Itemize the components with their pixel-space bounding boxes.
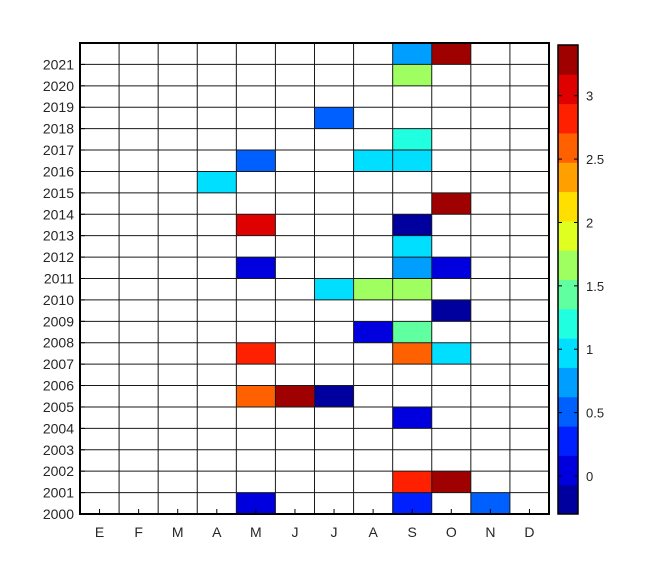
heatmap-cell — [236, 492, 276, 514]
colorbar-segment — [558, 103, 578, 134]
heatmap-cell — [392, 406, 432, 429]
heatmap-cells — [197, 43, 510, 514]
colorbar-segment — [558, 191, 578, 222]
heatmap-cell — [392, 257, 432, 279]
colorbar-tick-label: 2 — [586, 215, 593, 230]
heatmap-cell — [236, 257, 276, 279]
colorbar-segment — [558, 308, 578, 339]
x-tick-label: N — [485, 524, 495, 540]
y-tick-label: 2020 — [43, 78, 74, 94]
colorbar-tick-label: 1 — [586, 342, 593, 357]
heatmap-cell — [236, 150, 276, 172]
y-tick-label: 2000 — [43, 506, 74, 522]
y-tick-label: 2006 — [43, 378, 74, 394]
y-tick-label: 2001 — [43, 485, 74, 501]
colorbar-tick-label: 0.5 — [586, 406, 604, 421]
heatmap-cell — [431, 192, 471, 215]
y-tick-label: 2019 — [43, 99, 74, 115]
x-tick-label: M — [250, 524, 262, 540]
colorbar-tick-label: 2.5 — [586, 152, 604, 167]
heatmap-cell — [353, 278, 393, 300]
y-tick-label: 2012 — [43, 249, 74, 265]
y-tick-label: 2017 — [43, 142, 74, 158]
y-tick-label: 2003 — [43, 442, 74, 458]
x-tick-label: D — [524, 524, 534, 540]
x-tick-label: J — [291, 524, 298, 540]
y-tick-label: 2010 — [43, 292, 74, 308]
colorbar-segment — [558, 484, 578, 515]
heatmap-cell — [431, 43, 471, 65]
colorbar-segment — [558, 338, 578, 368]
heatmap-cell — [392, 128, 432, 151]
y-tick-label: 2007 — [43, 356, 74, 372]
x-tick-label: O — [446, 524, 457, 540]
heatmap-cell — [431, 471, 471, 493]
heatmap-cell — [275, 385, 315, 407]
heatmap-cell — [314, 278, 354, 300]
y-tick-label: 2011 — [44, 271, 74, 287]
colorbar-frame — [557, 44, 579, 515]
colorbar-segment — [558, 74, 578, 105]
heatmap-cell — [431, 257, 471, 279]
heatmap-cell — [314, 385, 354, 407]
heatmap-cell — [392, 321, 432, 343]
colorbar-segment — [558, 396, 578, 427]
heatmap-cell — [353, 150, 393, 172]
colorbar-segment — [558, 132, 578, 163]
y-tick-label: 2004 — [43, 420, 74, 436]
heatmap-cell — [314, 107, 354, 129]
heatmap-cell — [392, 235, 432, 258]
heatmap-cell — [392, 342, 432, 365]
y-tick-label: 2005 — [43, 399, 74, 415]
colorbar-tick-label: 3 — [586, 89, 593, 104]
y-tick-label: 2013 — [43, 228, 74, 244]
colorbar-tick-label: 1.5 — [586, 279, 604, 294]
y-tick-label: 2021 — [43, 56, 74, 72]
y-tick-label: 2009 — [43, 313, 74, 329]
x-tick-label: A — [212, 524, 222, 540]
heatmap-cell — [236, 214, 276, 236]
heatmap-cell — [236, 342, 276, 365]
x-tick-label: J — [331, 524, 338, 540]
y-axis: 2000 2001 2002 2003 2004 2005 2006 2007 2008 2009… — [43, 56, 85, 522]
colorbar-segment — [558, 367, 578, 398]
x-tick-label: A — [368, 524, 378, 540]
y-tick-label: 2008 — [43, 335, 74, 351]
x-tick-label: E — [95, 524, 104, 540]
colorbar-segment — [558, 162, 578, 193]
y-tick-label: 2014 — [43, 206, 74, 222]
heatmap-cell — [353, 321, 393, 343]
colorbar: 0 0.5 1 1.5 2 2.5 3 — [557, 44, 604, 515]
y-tick-label: 2016 — [43, 163, 74, 179]
colorbar-segment — [558, 455, 578, 486]
heatmap-cell — [236, 385, 276, 407]
heatmap-cell — [392, 43, 432, 65]
heatmap-cell — [392, 492, 432, 514]
y-tick-label: 2002 — [43, 463, 74, 479]
heatmap-cell — [392, 64, 432, 86]
colorbar-segment — [558, 250, 578, 280]
x-tick-label: S — [408, 524, 417, 540]
y-tick-label: 2018 — [43, 121, 74, 137]
x-tick-label: M — [172, 524, 184, 540]
x-tick-label: F — [134, 524, 143, 540]
heatmap-cell — [392, 150, 432, 172]
heatmap-cell — [392, 214, 432, 236]
heatmap-cell — [431, 299, 471, 322]
colorbar-segment — [558, 279, 578, 310]
heatmap-cell — [197, 171, 237, 193]
colorbar-segment — [558, 220, 578, 251]
colorbar-segment — [558, 426, 578, 456]
colorbar-tick-label: 0 — [586, 469, 593, 484]
colorbar-segment — [558, 45, 578, 75]
heatmap-cell — [431, 342, 471, 365]
heatmap-cell — [392, 278, 432, 300]
y-tick-label: 2015 — [43, 185, 74, 201]
heatmap-cell — [470, 492, 510, 514]
heatmap-cell — [392, 471, 432, 493]
